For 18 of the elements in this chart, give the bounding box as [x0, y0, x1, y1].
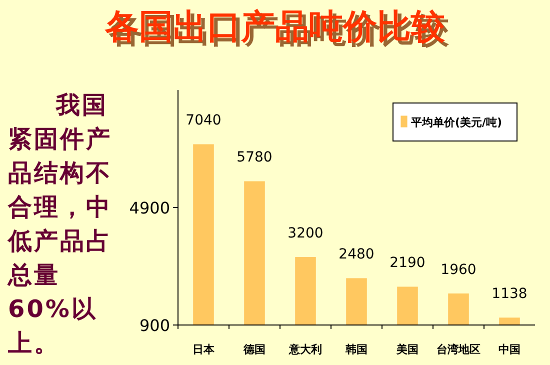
y-tick-label: 900 — [139, 316, 170, 335]
y-tick-label: 4900 — [129, 198, 170, 218]
data-label: 2190 — [390, 255, 426, 272]
x-tick-label: 美国 — [396, 343, 418, 356]
x-tick-label: 意大利 — [288, 343, 322, 356]
data-label: 1960 — [440, 262, 476, 278]
x-tick-label: 德国 — [242, 343, 266, 356]
data-label: 2480 — [338, 246, 374, 263]
x-tick-label: 台湾地区 — [436, 343, 480, 356]
text: 我国紧固件产品结构不合理，中低产品占总量60%以上。 — [8, 90, 113, 359]
x-tick-label: 韩国 — [344, 343, 368, 356]
data-label: 1138 — [492, 286, 528, 302]
x-tick-label: 日本 — [192, 343, 216, 356]
x-tick-label: 中国 — [498, 343, 520, 356]
data-label: 5780 — [236, 150, 272, 166]
data-label: 3200 — [288, 225, 324, 242]
data-label: 7040 — [186, 112, 222, 129]
legend-label: 平均单价(美元/吨) — [410, 116, 502, 129]
